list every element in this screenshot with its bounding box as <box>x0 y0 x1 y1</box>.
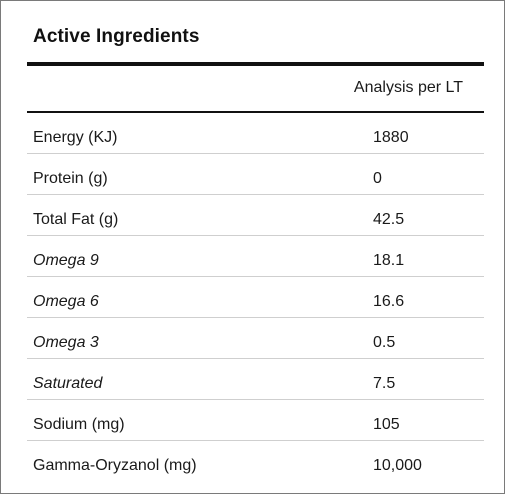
table-row: Omega 6 16.6 <box>27 277 484 318</box>
table-row: Energy (KJ) 1880 <box>27 113 484 154</box>
table-row: Saturated 7.5 <box>27 359 484 400</box>
ingredient-name: Omega 9 <box>33 252 99 269</box>
ingredient-value: 1880 <box>373 129 409 146</box>
ingredient-name: Omega 3 <box>33 334 99 351</box>
panel-title: Active Ingredients <box>33 26 200 47</box>
table-row: Total Fat (g) 42.5 <box>27 195 484 236</box>
ingredient-value: 0 <box>373 170 382 187</box>
ingredient-value: 16.6 <box>373 293 405 310</box>
table-row: Omega 9 18.1 <box>27 236 484 277</box>
ingredient-name: Omega 6 <box>33 293 99 310</box>
table-row: Sodium (mg) 105 <box>27 400 484 441</box>
ingredient-value: 7.5 <box>373 375 396 392</box>
table-header: Analysis per LT <box>27 66 484 113</box>
ingredient-name: Gamma-Oryzanol (mg) <box>33 457 197 474</box>
table-row: Gamma-Oryzanol (mg) 10,000 <box>27 441 484 481</box>
table-row: Omega 3 0.5 <box>27 318 484 359</box>
ingredient-value: 42.5 <box>373 211 405 228</box>
title-divider <box>27 62 484 66</box>
ingredient-value: 18.1 <box>373 252 405 269</box>
ingredient-value: 105 <box>373 416 400 433</box>
ingredient-name: Total Fat (g) <box>33 211 119 228</box>
value-column-header: Analysis per LT <box>353 79 463 96</box>
ingredient-name: Protein (g) <box>33 170 108 187</box>
ingredient-name: Sodium (mg) <box>33 416 125 433</box>
ingredient-value: 10,000 <box>373 457 422 474</box>
ingredients-table: Energy (KJ) 1880 Protein (g) 0 Total Fat… <box>27 113 484 481</box>
table-row: Protein (g) 0 <box>27 154 484 195</box>
ingredient-value: 0.5 <box>373 334 396 351</box>
ingredient-name: Saturated <box>33 375 103 392</box>
ingredient-name: Energy (KJ) <box>33 129 118 146</box>
